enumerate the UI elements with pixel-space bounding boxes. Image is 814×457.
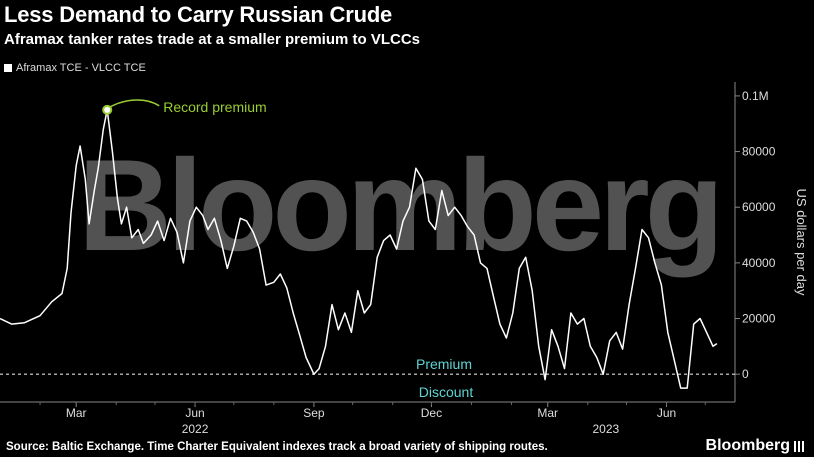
x-tick-label: Mar <box>537 406 558 420</box>
y-tick-label: 0 <box>742 367 749 381</box>
x-year-label: 2023 <box>592 422 619 436</box>
x-tick-label: Jun <box>657 406 676 420</box>
premium-label: Premium <box>416 356 472 372</box>
y-tick-label: 60000 <box>742 200 776 214</box>
x-tick-label: Jun <box>185 406 204 420</box>
brand-logo: Bloomberg <box>706 437 804 455</box>
legend-swatch <box>4 64 12 72</box>
chart-title: Less Demand to Carry Russian Crude <box>4 2 393 27</box>
x-tick-label: Mar <box>66 406 87 420</box>
record-annotation-label: Record premium <box>163 99 266 115</box>
discount-label: Discount <box>419 384 474 400</box>
brand-name: Bloomberg <box>705 437 790 454</box>
x-tick-label: Dec <box>421 406 442 420</box>
y-tick-label: 0.1M <box>742 89 769 103</box>
y-tick-label: 20000 <box>742 312 776 326</box>
record-annotation-connector <box>109 99 160 108</box>
y-axis-title: US dollars per day <box>794 189 809 296</box>
y-tick-label: 80000 <box>742 145 776 159</box>
record-point-marker <box>102 104 113 115</box>
x-year-label: 2022 <box>182 422 209 436</box>
legend-label: Aframax TCE - VLCC TCE <box>16 62 146 74</box>
chart-subtitle: Aframax tanker rates trade at a smaller … <box>4 31 420 48</box>
legend: Aframax TCE - VLCC TCE <box>4 62 146 74</box>
source-note: Source: Baltic Exchange. Time Charter Eq… <box>6 441 548 453</box>
x-tick-label: Sep <box>303 406 325 420</box>
series-line <box>0 109 718 389</box>
y-tick-label: 40000 <box>742 256 776 270</box>
chart-icon <box>794 440 804 452</box>
